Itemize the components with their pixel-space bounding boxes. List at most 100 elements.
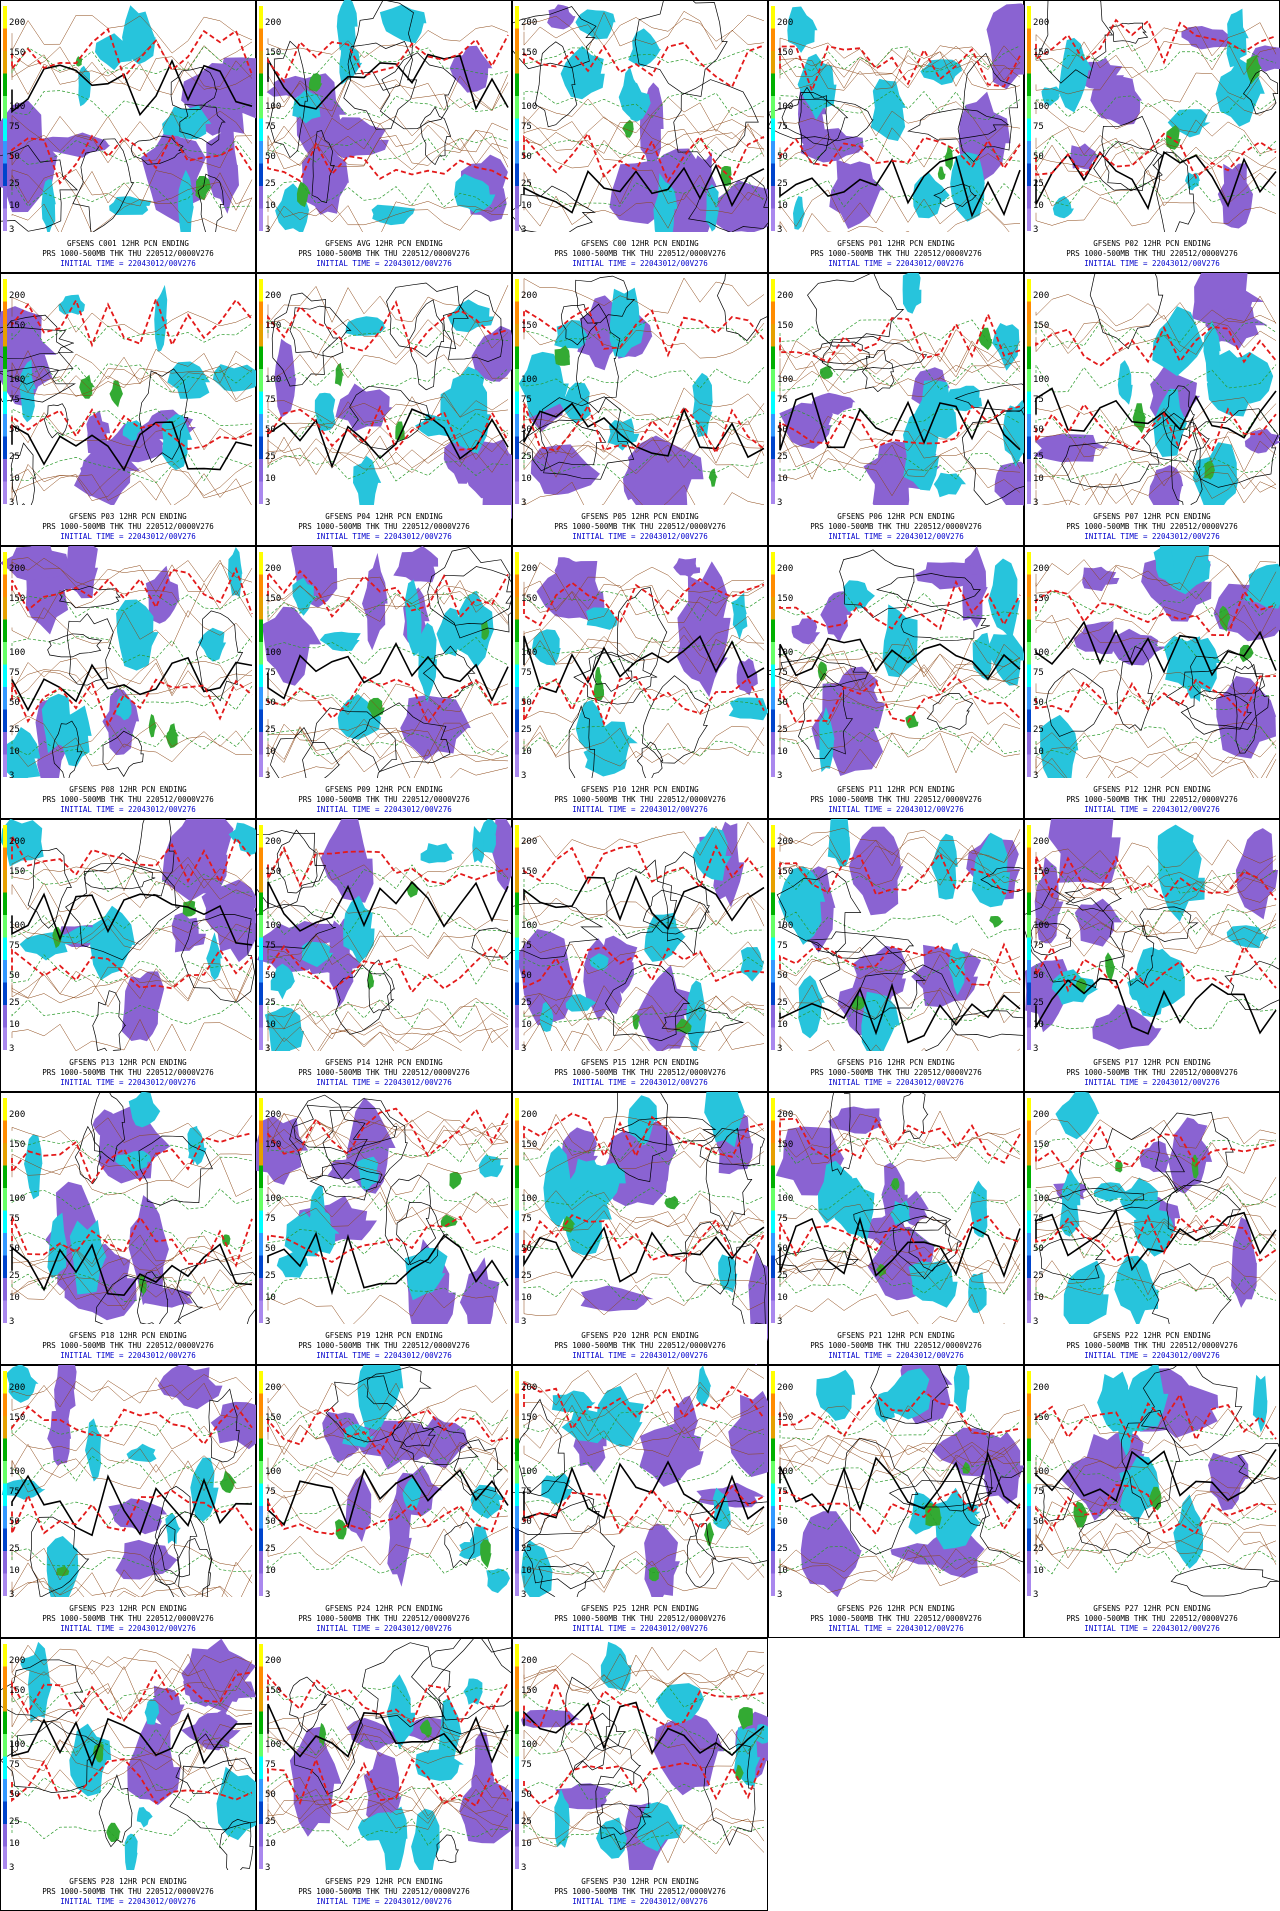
thickness-green: [267, 909, 509, 938]
coast: [267, 1290, 509, 1330]
panel-title: GFSENS P29 12HR PCN ENDING: [325, 1877, 443, 1886]
panel-subtitle: PRS 1000-500MB THK THU 220512/0000V276: [42, 1068, 214, 1077]
precip: [870, 78, 906, 141]
precip-light: [820, 591, 852, 643]
coast: [11, 297, 253, 335]
colorbar-cell: [515, 937, 519, 960]
precip: [518, 351, 569, 418]
colorbar-cell: [1027, 732, 1031, 755]
precip: [417, 622, 437, 703]
colorbar-cell: [259, 892, 263, 915]
coast: [1035, 1491, 1277, 1527]
colorbar-label: 3: [9, 498, 14, 508]
thickness-green: [779, 636, 1021, 663]
colorbar-label: 200: [9, 837, 25, 847]
coast: [779, 189, 1021, 227]
panel-initial-time: INITIAL TIME = 22043012/00V276: [60, 259, 196, 268]
colorbar-label: 10: [521, 1566, 532, 1576]
thickness-green: [267, 1727, 509, 1756]
colorbar-label: 100: [265, 102, 281, 112]
precip: [1226, 8, 1249, 68]
colorbar-cell: [515, 1734, 519, 1757]
coast: [779, 986, 1021, 1024]
colorbar-label: 10: [777, 1293, 788, 1303]
colorbar-label: 50: [9, 698, 20, 708]
isobar: [92, 990, 127, 1055]
isobar: [208, 1388, 240, 1463]
colorbar-cell: [259, 664, 263, 687]
colorbar-cell: [3, 1483, 7, 1506]
thickness-green: [1035, 44, 1277, 74]
colorbar-cell: [515, 1027, 519, 1050]
panel-title: GFSENS AVG 12HR PCN ENDING: [325, 239, 443, 248]
colorbar-cell: [259, 186, 263, 209]
colorbar-label: 25: [265, 1817, 276, 1827]
precip-light: [849, 826, 904, 916]
precip-light: [536, 561, 605, 623]
precip-heavy: [419, 1719, 432, 1739]
precip: [787, 6, 818, 53]
thickness-540: [11, 835, 253, 885]
colorbar-cell: [515, 1711, 519, 1734]
coast: [779, 1544, 1021, 1579]
colorbar-cell: [515, 1371, 519, 1394]
colorbar-cell: [771, 1483, 775, 1506]
isobar: [30, 1516, 90, 1598]
isobar: [219, 1818, 254, 1877]
colorbar-label: 3: [777, 498, 782, 508]
colorbar-label: 100: [521, 921, 537, 931]
panel-subtitle: PRS 1000-500MB THK THU 220512/0000V276: [42, 249, 214, 258]
colorbar-cell: [1027, 141, 1031, 164]
colorbar-label: 75: [521, 395, 532, 405]
thickness-green: [267, 1818, 509, 1848]
label-bg: [257, 1051, 511, 1091]
thickness-green: [267, 1228, 509, 1255]
precip-light: [673, 557, 701, 578]
precip-heavy: [1115, 1160, 1123, 1173]
isobar-1016: [11, 892, 253, 946]
precip: [301, 941, 334, 968]
coast: [1035, 1475, 1277, 1509]
colorbar-cell: [515, 208, 519, 231]
coast: [267, 1698, 509, 1738]
thickness-green: [267, 1499, 509, 1531]
colorbar-cell: [1027, 1255, 1031, 1278]
precip: [1119, 1455, 1160, 1523]
colorbar-label: 25: [521, 998, 532, 1008]
colorbar-cell: [771, 141, 775, 164]
coast: [523, 610, 765, 652]
colorbar-cell: [771, 1438, 775, 1461]
coast: [11, 918, 253, 950]
label-bg: [769, 1324, 1023, 1364]
isobar: [343, 41, 418, 130]
thickness-540: [267, 1673, 509, 1726]
map: [266, 0, 509, 236]
colorbar-label: 25: [777, 1544, 788, 1554]
precip: [992, 323, 1020, 371]
colorbar-cell: [259, 1528, 263, 1551]
thickness-green: [1035, 180, 1277, 207]
colorbar-label: 25: [1033, 725, 1044, 735]
colorbar-cell: [1027, 937, 1031, 960]
precip-heavy: [819, 365, 834, 379]
colorbar-cell: [1027, 51, 1031, 74]
coast: [523, 96, 765, 134]
isobar: [843, 1437, 919, 1555]
precip: [276, 1252, 309, 1278]
colorbar-cell: [771, 1027, 775, 1050]
isobar-1016: [523, 1226, 765, 1283]
coast: [11, 968, 253, 1004]
colorbar-cell: [3, 960, 7, 983]
thickness-540: [779, 1117, 1021, 1164]
isobar: [366, 1366, 432, 1412]
isobar: [604, 963, 691, 1042]
colorbar-label: 25: [777, 452, 788, 462]
isobar-1016: [779, 392, 1021, 451]
colorbar-cell: [3, 825, 7, 848]
precip-light: [530, 444, 601, 495]
coast: [1035, 471, 1277, 508]
colorbar-cell: [515, 1528, 519, 1551]
coast: [523, 1824, 765, 1864]
thickness-540: [11, 1758, 253, 1805]
